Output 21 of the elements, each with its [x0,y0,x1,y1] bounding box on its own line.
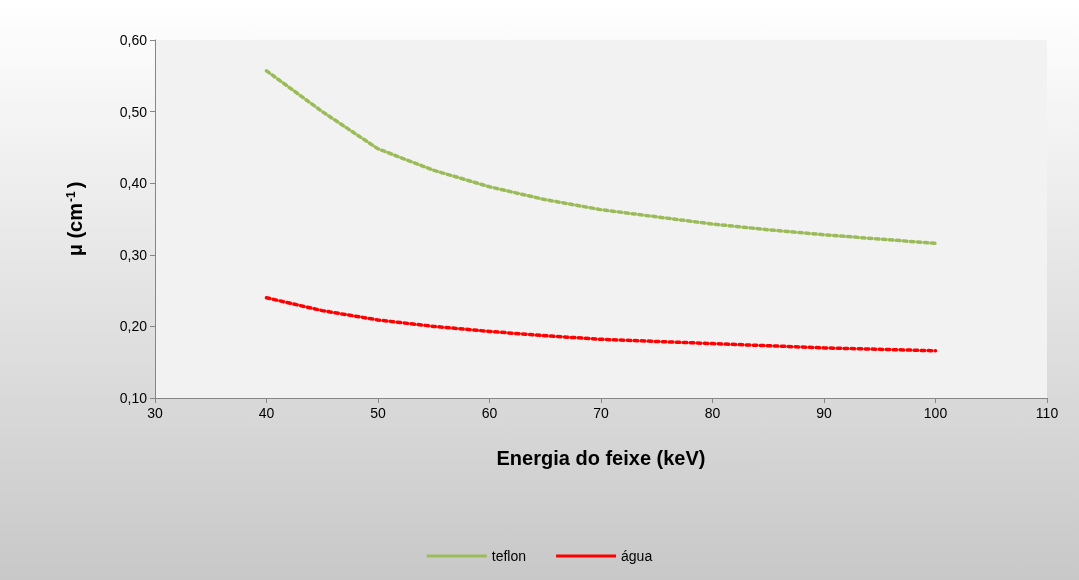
y-tick-label: 0,10 [119,390,148,406]
legend-label: teflon [491,548,527,564]
y-tick-label: 0,60 [119,32,148,48]
x-tick-label: 80 [704,405,721,421]
y-tick-label: 0,20 [119,318,148,335]
line-series [264,69,938,246]
y-axis-title: μ (cm-1) [64,181,86,257]
x-tick-label: 100 [923,405,948,421]
x-tick-label: 110 [1035,405,1059,421]
x-tick-label: 30 [147,405,163,421]
x-tick-label: 90 [816,405,832,421]
line-series [264,296,938,353]
x-tick-label: 60 [481,405,498,421]
x-tick-label: 50 [370,405,386,421]
x-tick-label: 70 [593,405,609,421]
x-tick-label: 40 [258,405,275,421]
y-tick-label: 0,40 [119,175,148,192]
y-tick-label: 0,50 [119,103,148,120]
legend-label: água [621,548,653,564]
y-tick-label: 0,30 [119,246,148,263]
x-axis-title: Energia do feixe (keV) [496,447,706,469]
